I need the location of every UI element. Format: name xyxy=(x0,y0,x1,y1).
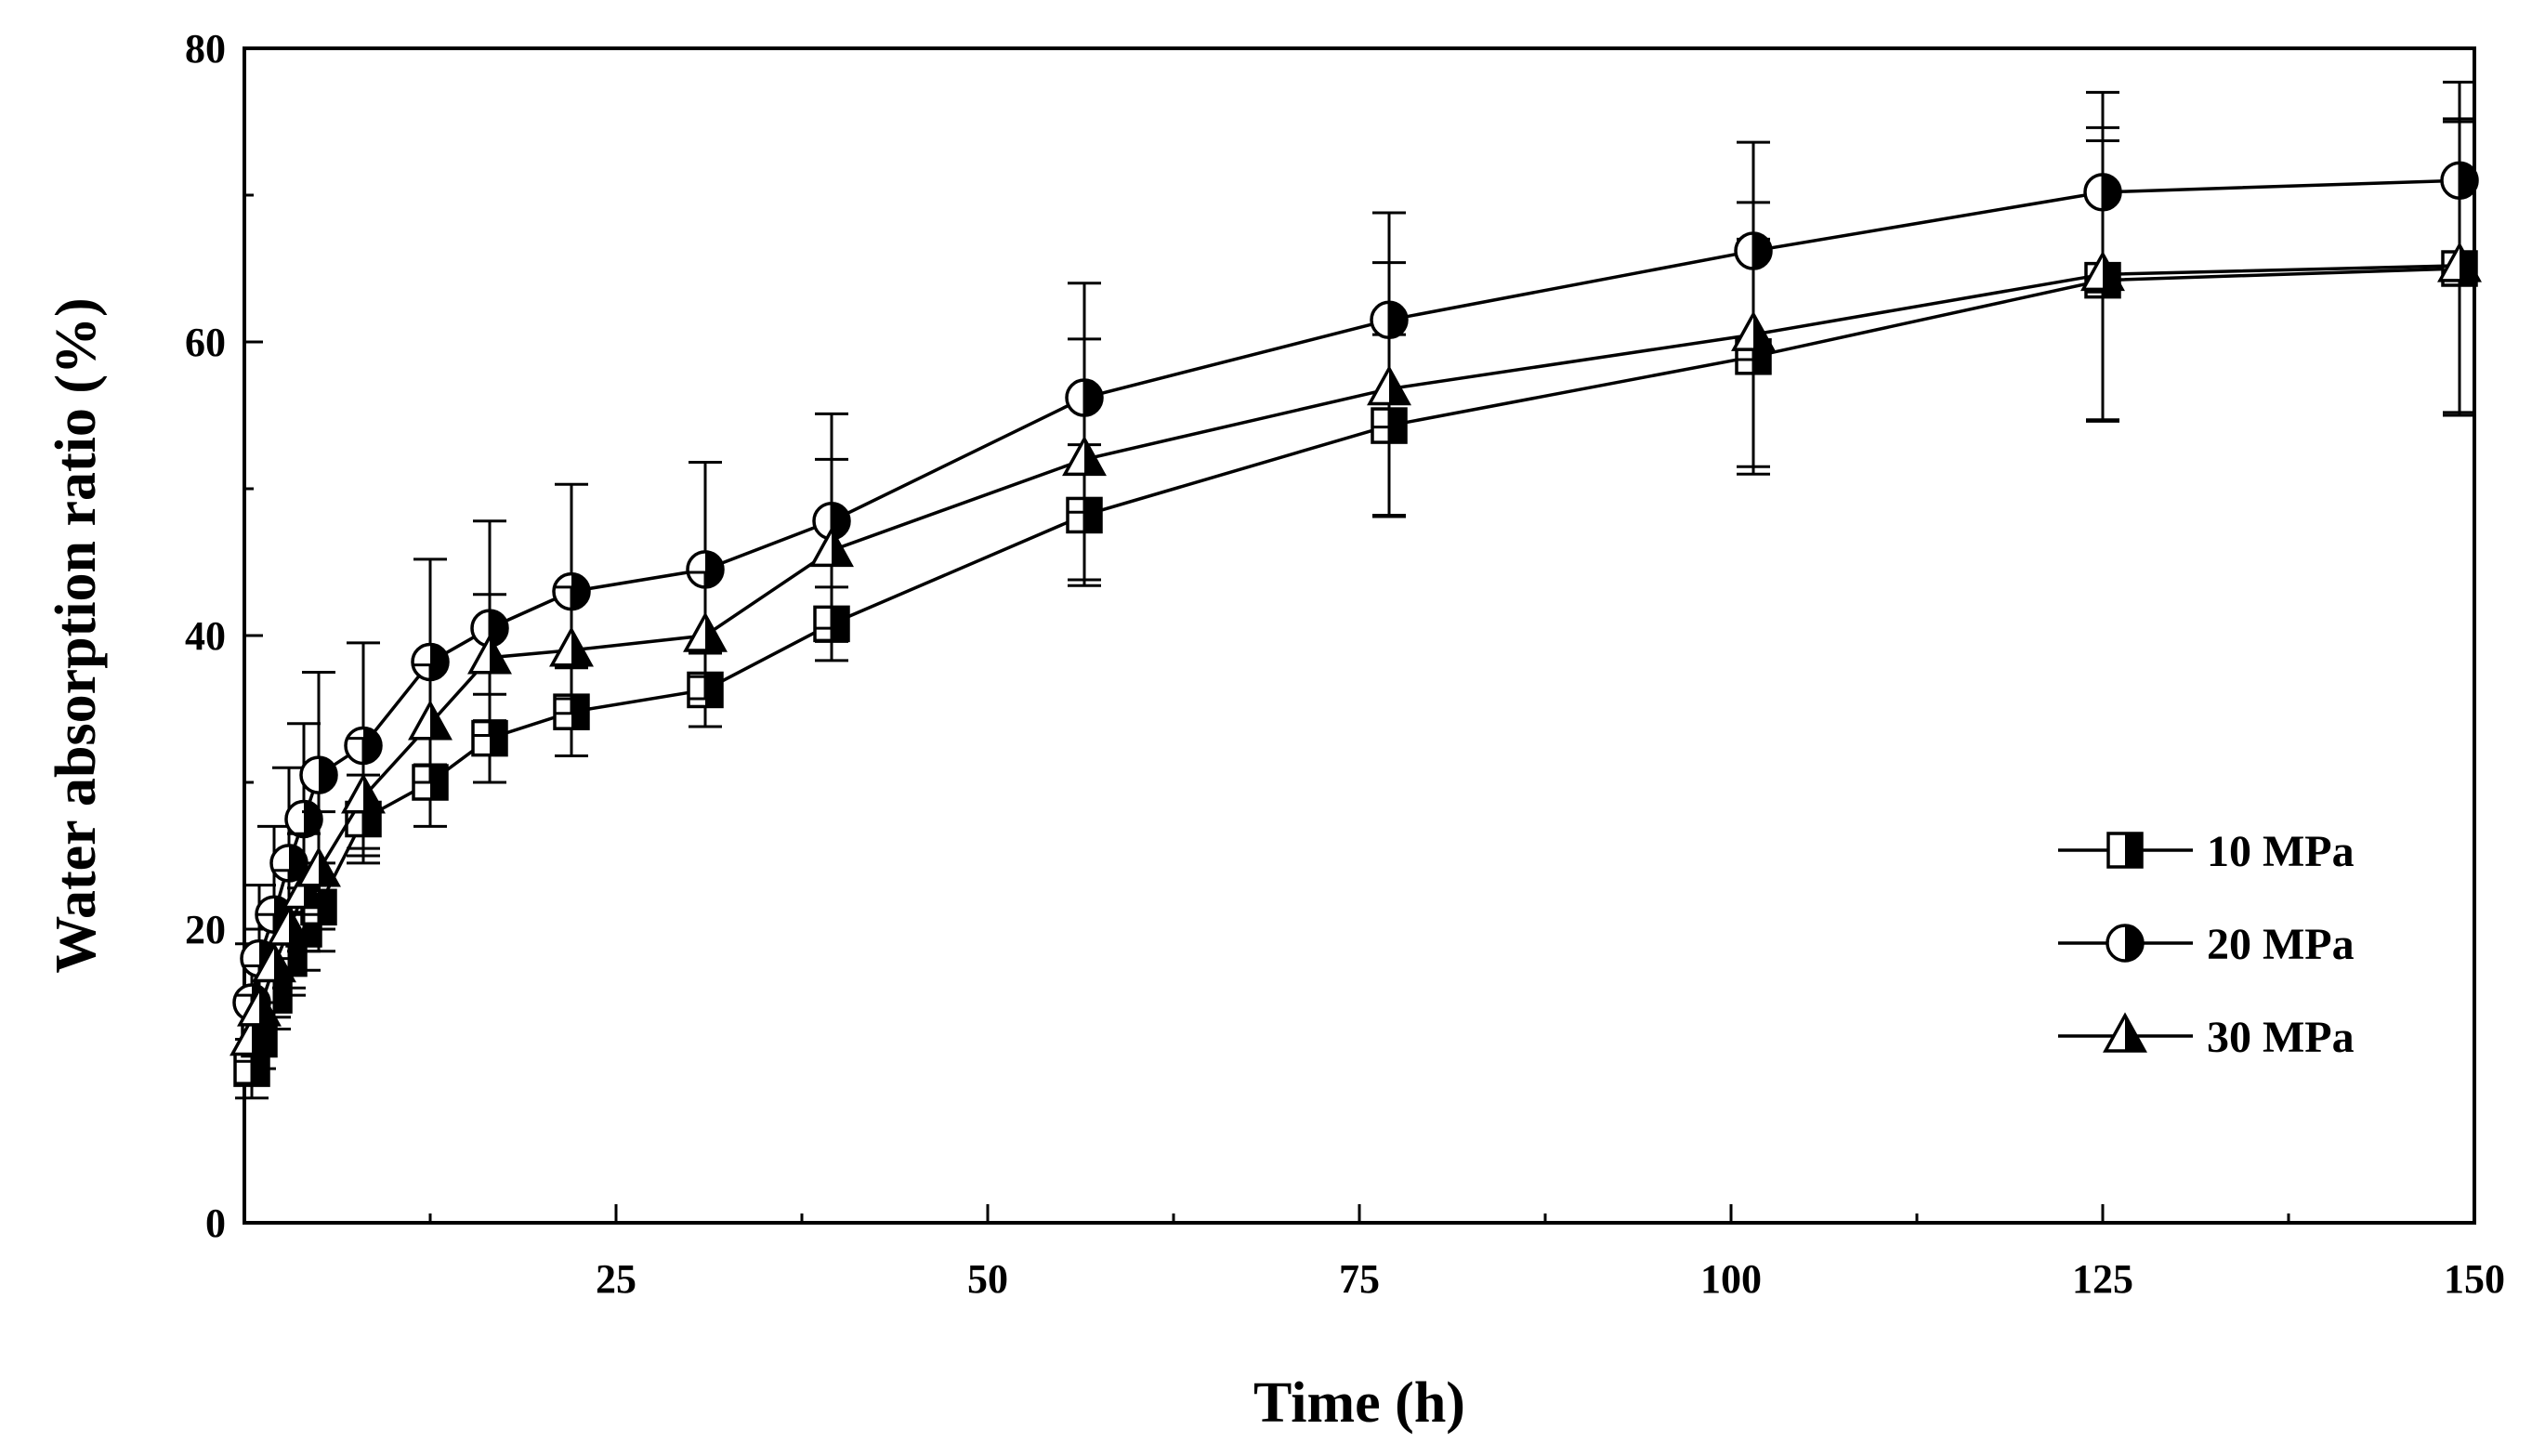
data-point xyxy=(809,526,854,568)
data-point xyxy=(284,799,323,839)
series-layer xyxy=(230,80,2482,1100)
y-tick-label: 80 xyxy=(185,26,226,72)
x-tick-label: 75 xyxy=(1339,1256,1380,1302)
data-point xyxy=(411,642,450,682)
data-point xyxy=(341,773,386,814)
data-point xyxy=(267,905,311,946)
data-point xyxy=(1367,364,1411,406)
x-axis-ticks: 25 50 75 100 125 150 xyxy=(428,1204,2505,1302)
y-tick-label: 40 xyxy=(185,613,226,659)
y-tick-label: 0 xyxy=(205,1200,226,1246)
y-tick-label: 20 xyxy=(185,907,226,952)
data-point xyxy=(282,868,326,910)
legend-marker xyxy=(2103,1012,2147,1053)
data-point xyxy=(1062,435,1107,477)
data-point xyxy=(683,611,728,652)
data-point xyxy=(2437,242,2482,282)
legend-label: 10 MPa xyxy=(2207,827,2355,876)
data-point xyxy=(237,986,282,1027)
data-point xyxy=(2080,250,2125,292)
data-point xyxy=(252,941,296,983)
x-tick-label: 50 xyxy=(967,1256,1008,1302)
legend-item: 10 MPa xyxy=(2058,827,2355,876)
legend-label: 30 MPa xyxy=(2207,1013,2355,1062)
y-axis-ticks: 0 20 40 60 80 xyxy=(185,26,263,1246)
x-tick-label: 25 xyxy=(596,1256,636,1302)
data-point xyxy=(299,755,338,794)
legend-marker xyxy=(2106,832,2144,869)
legend-item: 30 MPa xyxy=(2058,1012,2355,1062)
legend-item: 20 MPa xyxy=(2058,920,2355,969)
series-20-mpa xyxy=(232,80,2479,1063)
data-point xyxy=(467,634,512,675)
series-30-mpa xyxy=(230,117,2482,1085)
data-point xyxy=(296,846,341,887)
legend-label: 20 MPa xyxy=(2207,920,2355,969)
data-point xyxy=(230,1015,274,1056)
y-axis-title: Water absorption ratio (%) xyxy=(45,297,108,973)
x-tick-label: 150 xyxy=(2444,1256,2505,1302)
x-tick-label: 100 xyxy=(1700,1256,1762,1302)
x-tick-label: 125 xyxy=(2072,1256,2133,1302)
data-point xyxy=(549,626,594,667)
legend-marker xyxy=(2106,924,2145,963)
data-point xyxy=(1731,310,1776,351)
legend: 10 MPa 20 MPa 30 MPa xyxy=(2058,827,2355,1062)
x-axis-title: Time (h) xyxy=(1253,1371,1465,1435)
y-tick-label: 60 xyxy=(185,320,226,365)
data-point xyxy=(408,700,453,741)
